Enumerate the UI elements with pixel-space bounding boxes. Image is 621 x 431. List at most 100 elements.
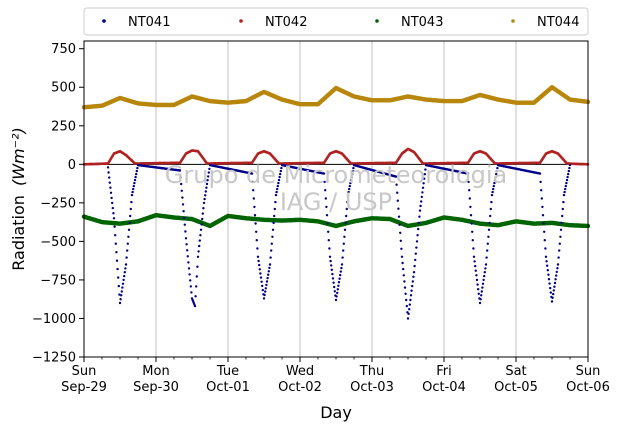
data-point xyxy=(559,228,563,231)
data-point xyxy=(541,214,545,217)
data-point xyxy=(130,200,133,204)
data-point xyxy=(555,270,558,274)
data-point xyxy=(134,175,137,179)
x-tick-label-date: Oct-02 xyxy=(278,380,322,395)
data-point xyxy=(201,212,204,215)
data-point xyxy=(538,172,542,175)
data-point xyxy=(330,268,333,271)
data-point xyxy=(484,263,488,266)
data-point xyxy=(111,201,114,205)
data-point xyxy=(552,289,555,292)
data-point xyxy=(396,199,399,202)
data-point xyxy=(268,263,272,266)
data-point xyxy=(412,275,415,278)
data-point xyxy=(115,259,119,262)
data-point xyxy=(339,270,342,273)
data-point xyxy=(184,230,187,233)
data-point xyxy=(273,214,276,218)
data-point xyxy=(119,298,122,301)
data-point xyxy=(347,190,350,194)
data-point xyxy=(205,186,208,189)
data-point xyxy=(559,235,562,238)
data-point xyxy=(202,201,206,205)
watermark-line-2: IAG / USP xyxy=(280,188,392,216)
data-point xyxy=(333,290,336,293)
data-point xyxy=(253,214,257,217)
data-point xyxy=(269,256,272,259)
x-tick-label-day: Sun xyxy=(576,364,601,379)
data-point xyxy=(471,239,474,242)
data-point xyxy=(279,169,282,173)
data-point xyxy=(280,166,283,170)
data-point xyxy=(118,293,121,296)
data-point xyxy=(489,214,492,218)
data-point xyxy=(279,172,282,176)
data-point xyxy=(326,222,329,225)
data-point xyxy=(553,285,556,288)
data-point xyxy=(205,182,209,186)
data-point xyxy=(486,249,489,252)
data-point xyxy=(254,222,257,225)
data-point xyxy=(178,169,182,172)
data-point xyxy=(133,178,137,182)
data-point xyxy=(400,255,404,258)
data-point xyxy=(129,207,132,211)
legend-box xyxy=(83,7,589,36)
data-point xyxy=(549,291,552,294)
data-point xyxy=(480,290,483,293)
data-point xyxy=(113,225,116,228)
data-point xyxy=(255,230,258,233)
data-point xyxy=(564,187,567,191)
data-point xyxy=(350,175,353,179)
data-point xyxy=(551,296,554,299)
data-point xyxy=(469,205,472,209)
data-point xyxy=(419,204,422,208)
data-point xyxy=(558,249,561,252)
data-point xyxy=(397,215,401,218)
data-point xyxy=(114,234,117,237)
legend-label: NT041 xyxy=(128,15,170,30)
data-point xyxy=(325,214,329,217)
data-point xyxy=(552,292,555,296)
data-point xyxy=(197,250,200,253)
data-point xyxy=(475,278,479,282)
data-point xyxy=(125,256,128,259)
data-point xyxy=(333,285,336,289)
data-point xyxy=(546,269,549,272)
data-point xyxy=(406,317,410,320)
data-point xyxy=(332,281,335,284)
data-point xyxy=(472,255,476,258)
data-point xyxy=(118,301,122,305)
data-point xyxy=(565,181,568,185)
data-point xyxy=(202,207,205,210)
data-point xyxy=(112,217,116,220)
data-point xyxy=(476,283,479,286)
data-point xyxy=(128,221,131,225)
x-tick-label-day: Thu xyxy=(359,364,384,379)
data-point xyxy=(468,197,471,200)
data-point xyxy=(120,294,123,297)
data-point xyxy=(336,288,339,291)
x-tick-label-date: Sep-30 xyxy=(133,380,179,395)
data-point xyxy=(481,286,484,289)
x-tick-label-date: Sep-29 xyxy=(61,380,107,395)
data-point xyxy=(543,230,546,233)
data-point xyxy=(343,228,347,231)
data-point xyxy=(187,267,191,270)
data-point xyxy=(271,228,275,231)
data-point xyxy=(468,189,471,192)
data-point xyxy=(265,283,268,287)
series-NT041 xyxy=(106,163,572,320)
data-point xyxy=(195,285,198,288)
data-point xyxy=(563,190,566,194)
legend-label: NT044 xyxy=(537,15,579,30)
data-point xyxy=(408,303,411,306)
data-point xyxy=(562,200,565,204)
data-point xyxy=(560,221,563,225)
data-point xyxy=(190,291,193,294)
data-point xyxy=(335,295,338,298)
data-point xyxy=(421,186,425,189)
data-point xyxy=(199,234,202,237)
data-point xyxy=(477,292,480,295)
data-point xyxy=(396,191,399,194)
